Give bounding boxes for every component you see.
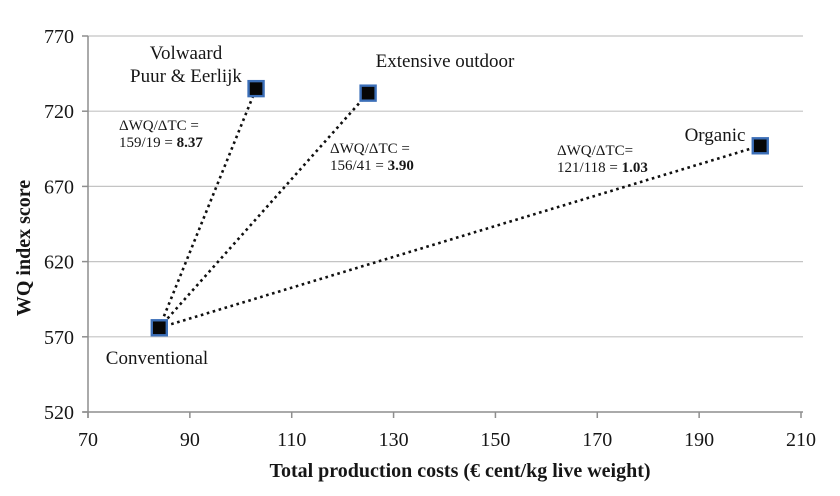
annotation-result: 3.90: [388, 158, 414, 174]
point-label-volwaard-line-2: Puur & Eerlijk: [130, 66, 242, 87]
x-axis-title: Total production costs (€ cent/kg live w…: [269, 460, 650, 482]
data-point-volwaard: [247, 79, 265, 98]
dotted-line-conventional-to-organic: [158, 144, 761, 330]
data-point-conventional: [150, 319, 169, 337]
annotation-ratio: 121/118 =: [557, 160, 622, 176]
annotation-extensive-line-1: ΔWQ/ΔTC =: [330, 141, 410, 157]
y-axis-title: WQ index score: [13, 180, 35, 316]
annotation-volwaard-line-2: 159/19 = 8.37: [119, 135, 203, 151]
data-point-extensive: [359, 84, 377, 102]
dotted-line-conventional-to-extensive: [158, 92, 370, 329]
x-tick-label-150: 150: [480, 429, 510, 451]
y-tick-label-620: 620: [44, 252, 74, 274]
point-label-conventional-line-1: Conventional: [106, 348, 208, 369]
y-tick-label-520: 520: [44, 402, 74, 424]
x-tick-label-210: 210: [786, 429, 816, 451]
x-tick-label-190: 190: [684, 429, 714, 451]
point-label-extensive-line-1: Extensive outdoor: [376, 51, 515, 72]
annotation-ratio: 156/41 =: [330, 158, 388, 174]
point-label-organic-line-1: Organic: [685, 125, 746, 146]
annotation-extensive-line-2: 156/41 = 3.90: [330, 158, 414, 174]
x-tick-label-170: 170: [582, 429, 612, 451]
point-label-volwaard-line-1: Volwaard: [150, 43, 223, 64]
annotation-ratio: 159/19 =: [119, 135, 177, 151]
x-tick-label-110: 110: [277, 429, 306, 451]
annotation-result: 1.03: [622, 160, 648, 176]
annotation-organic-line-2: 121/118 = 1.03: [557, 160, 648, 176]
data-point-organic: [751, 137, 769, 155]
annotation-volwaard-line-1: ΔWQ/ΔTC =: [119, 118, 199, 134]
y-tick-label-720: 720: [44, 101, 74, 123]
x-tick-label-90: 90: [180, 429, 200, 451]
annotation-result: 8.37: [177, 135, 204, 151]
y-tick-label-670: 670: [44, 176, 74, 198]
annotation-organic-line-1: ΔWQ/ΔTC=: [557, 143, 633, 159]
x-tick-label-130: 130: [379, 429, 409, 451]
x-tick-label-70: 70: [78, 429, 98, 451]
y-tick-label-570: 570: [44, 327, 74, 349]
y-tick-label-770: 770: [44, 26, 74, 48]
